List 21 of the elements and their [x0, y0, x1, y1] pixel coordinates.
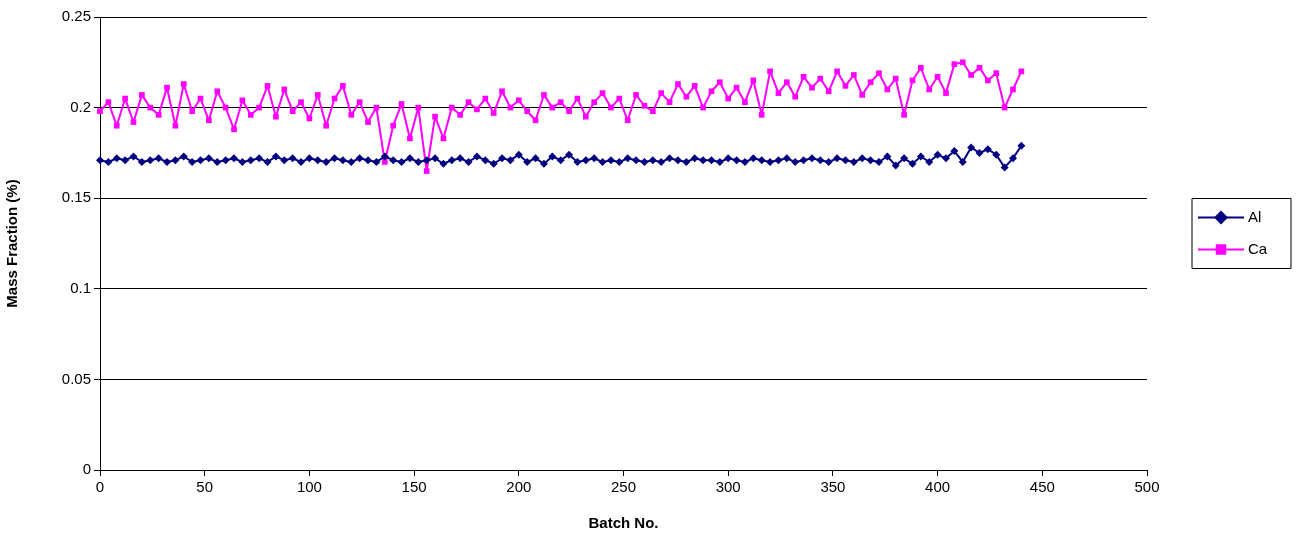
y-tick-label: 0 — [82, 460, 91, 478]
y-tick-label: 0.2 — [70, 97, 91, 115]
x-tick-label: 350 — [820, 478, 846, 496]
x-tick-label: 450 — [1029, 478, 1055, 496]
x-axis-title: Batch No. — [588, 514, 659, 532]
y-tick-label: 0.25 — [61, 7, 91, 25]
y-tick-label: 0.1 — [70, 278, 91, 296]
y-tick-label: 0.15 — [61, 188, 91, 206]
y-tick-label: 0.05 — [61, 369, 91, 387]
x-tick-label: 400 — [925, 478, 951, 496]
x-tick-label: 500 — [1134, 478, 1160, 496]
legend-label: Ca — [1248, 239, 1268, 257]
x-tick-label: 150 — [401, 478, 427, 496]
x-tick-label: 100 — [296, 478, 322, 496]
y-axis-title: Mass Fraction (%) — [3, 179, 21, 308]
x-tick-label: 0 — [95, 478, 105, 496]
x-tick-label: 200 — [506, 478, 532, 496]
x-tick-label: 300 — [715, 478, 741, 496]
x-tick-label: 250 — [610, 478, 637, 496]
x-tick-label: 50 — [196, 478, 214, 496]
legend-label: Al — [1248, 207, 1262, 225]
